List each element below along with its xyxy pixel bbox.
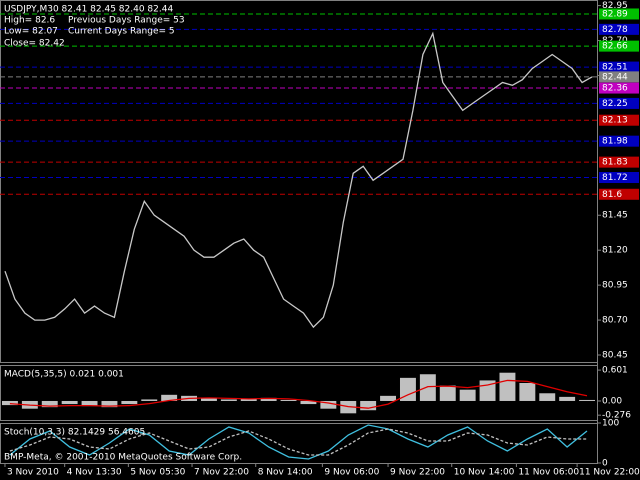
y-tick-label: 81.45 [602, 211, 628, 221]
level-label-bg [599, 8, 639, 20]
annotation: BMP-Meta, © 2001-2010 MetaQuotes Softwar… [4, 453, 242, 463]
histogram-bar [399, 377, 416, 401]
level-label: 81.72 [602, 173, 628, 183]
signal-line [9, 379, 588, 409]
level-label-bg [599, 188, 639, 200]
histogram-bar [141, 399, 158, 401]
level-label: 81.98 [602, 137, 628, 147]
price-line [4, 31, 593, 329]
oscillator-line [9, 428, 587, 456]
histogram-bar [200, 397, 217, 401]
histogram-bar [300, 400, 317, 405]
x-tick-label: 11 Nov 06:00 [518, 468, 579, 478]
x-tick-label: 3 Nov 2010 [7, 468, 59, 478]
histogram-bar [260, 397, 277, 401]
x-tick-label: 9 Nov 06:00 [324, 468, 379, 478]
histogram-bar [101, 400, 118, 408]
histogram-bar [240, 398, 257, 401]
level-label-bg [599, 61, 639, 73]
y-tick-label: -0.276 [602, 411, 631, 421]
x-tick-label: 7 Nov 22:00 [194, 468, 249, 478]
annotation: Close= 82.42 [4, 39, 65, 49]
level-label: 82.13 [602, 116, 628, 126]
histogram-bar [459, 389, 476, 401]
histogram-bar [320, 400, 337, 409]
level-label-bg [599, 23, 639, 35]
level-label-bg [599, 114, 639, 126]
annotation: High= 82.6 [4, 16, 55, 26]
level-label-bg [599, 135, 639, 147]
histogram-bar [41, 400, 58, 408]
level-label: 82.78 [602, 25, 628, 35]
level-label: 82.25 [602, 99, 628, 109]
histogram-bar [579, 399, 596, 401]
y-tick-label: 100 [602, 419, 619, 429]
x-tick-label: 11 Nov 22:00 [579, 468, 640, 478]
level-label-bg [599, 71, 639, 83]
level-label: 81.6 [602, 190, 622, 200]
y-tick-label: 80.95 [602, 281, 628, 291]
y-tick-label: 80.70 [602, 316, 628, 326]
panel-title: USDJPY,M30 82.41 82.45 82.40 82.44 [4, 5, 173, 15]
level-label-bg [599, 82, 639, 94]
histogram-bar [121, 400, 138, 405]
x-tick-label: 4 Nov 13:30 [67, 468, 122, 478]
y-tick-label: 0.601 [602, 366, 628, 376]
y-tick-label: 0 [602, 459, 608, 469]
level-label: 82.44 [602, 72, 628, 82]
histogram-bar [280, 399, 297, 401]
level-label: 82.89 [602, 9, 628, 19]
histogram-bar [380, 395, 397, 401]
level-label-bg [599, 40, 639, 52]
level-label: 82.66 [602, 42, 628, 52]
histogram-bar [61, 400, 78, 405]
level-label-bg [599, 156, 639, 168]
histogram-bar [559, 396, 576, 401]
histogram-bar [220, 399, 237, 401]
panel-title: MACD(5,35,5) 0.021 0.001 [4, 370, 124, 380]
x-tick-label: 5 Nov 05:30 [130, 468, 185, 478]
y-tick-label: 82.95 [602, 1, 628, 11]
y-tick-label: 81.20 [602, 246, 628, 256]
y-tick-label: 80.45 [602, 351, 628, 361]
histogram-bar [539, 393, 556, 401]
panel-title: Stoch(10,3,3) 82.1429 56.4605 [4, 428, 145, 438]
histogram-bar [161, 394, 178, 401]
histogram-bar [81, 400, 98, 407]
level-label: 82.36 [602, 84, 628, 94]
annotation: Current Days Range= 5 [68, 27, 175, 37]
level-label: 82.51 [602, 63, 628, 73]
histogram-bar [439, 385, 456, 401]
level-label: 81.83 [602, 158, 628, 168]
x-tick-label: 10 Nov 14:00 [454, 468, 515, 478]
histogram-bar [519, 382, 536, 401]
annotation: Low= 82.07 [4, 27, 58, 37]
oscillator-line [9, 424, 588, 460]
histogram-bar [419, 374, 436, 401]
histogram-bar [360, 400, 377, 411]
level-label-bg [599, 172, 639, 184]
x-tick-label: 9 Nov 22:00 [390, 468, 445, 478]
histogram-bar [499, 372, 516, 401]
y-tick-label: 0.00 [602, 396, 622, 406]
x-tick-label: 8 Nov 14:00 [258, 468, 313, 478]
level-label-bg [599, 97, 639, 109]
annotation: Previous Days Range= 53 [68, 16, 185, 26]
